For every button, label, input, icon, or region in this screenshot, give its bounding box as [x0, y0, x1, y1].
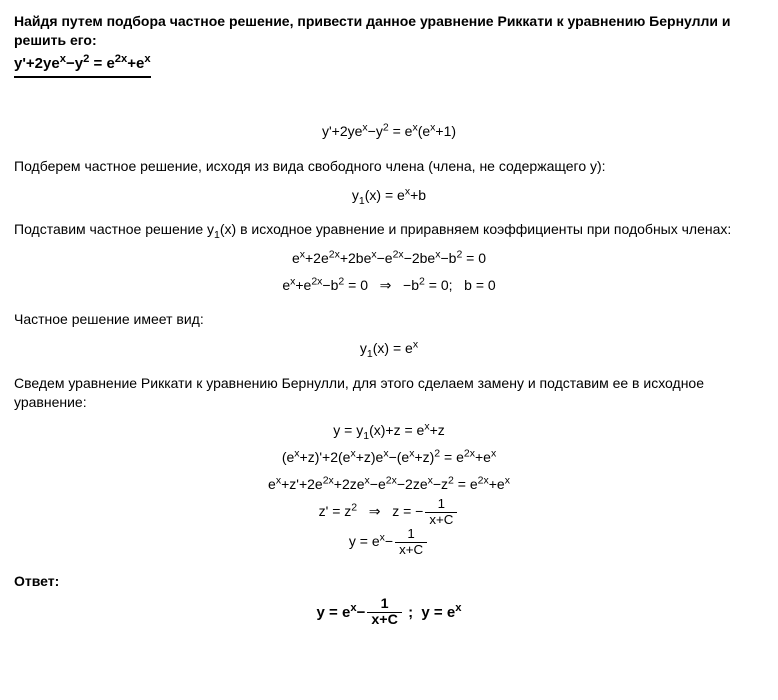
- step5-eq-line: (ex+z)'+2(ex+z)ex−(ex+z)2 = e2x+ex: [14, 444, 764, 471]
- step3-text: Подставим частное решение y1(x) в исходн…: [14, 220, 764, 239]
- step1-equation: y'+2yex−y2 = ex(ex+1): [14, 118, 764, 145]
- step2-equation: y1(x) = ex+b: [14, 182, 764, 209]
- problem-title: Найдя путем подбора частное решение, при…: [14, 12, 764, 50]
- problem-equation: y'+2yex−y2 = e2x+ex: [14, 54, 151, 78]
- step5-y-line: y = ex−1x+C: [14, 527, 764, 557]
- step5-eq-line: y = y1(x)+z = ex+z: [14, 417, 764, 444]
- step3-eq-line: ex+e2x−b2 = 0 ⇒ −b2 = 0; b = 0: [14, 272, 764, 299]
- step5-zprime-line: z' = z2 ⇒ z = −1x+C: [14, 497, 764, 527]
- step4-equation: y1(x) = ex: [14, 335, 764, 362]
- step5-equations: y = y1(x)+z = ex+z (ex+z)'+2(ex+z)ex−(ex…: [14, 417, 764, 557]
- answer-label: Ответ:: [14, 572, 764, 591]
- step4-text: Частное решение имеет вид:: [14, 310, 764, 329]
- step5-text: Сведем уравнение Риккати к уравнению Бер…: [14, 374, 764, 412]
- step3-eq-line: ex+2e2x+2bex−e2x−2bex−b2 = 0: [14, 245, 764, 272]
- step5-eq-line: ex+z'+2e2x+2zex−e2x−2zex−z2 = e2x+ex: [14, 471, 764, 498]
- step2-text: Подберем частное решение, исходя из вида…: [14, 157, 764, 176]
- step3-equations: ex+2e2x+2bex−e2x−2bex−b2 = 0 ex+e2x−b2 =…: [14, 245, 764, 298]
- answer-equation: y = ex−1x+C ; y = ex: [14, 597, 764, 629]
